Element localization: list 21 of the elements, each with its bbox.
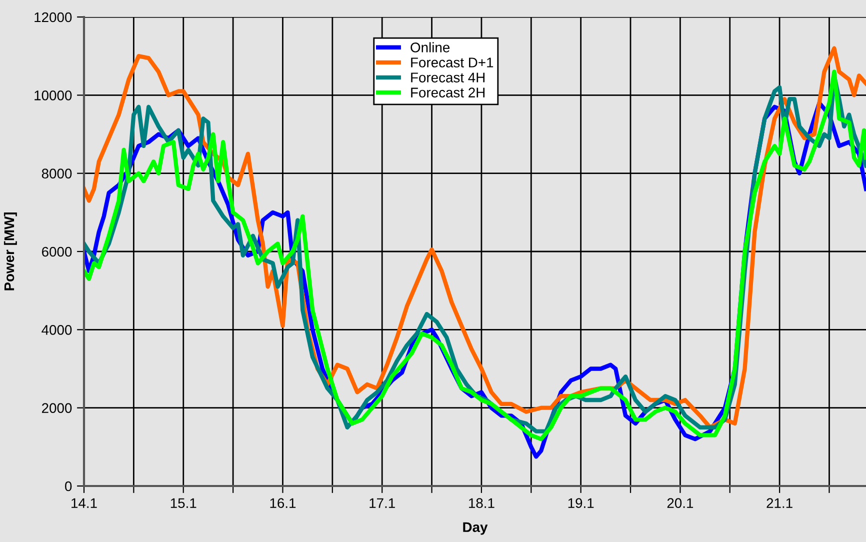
x-axis-title: Day bbox=[463, 522, 488, 535]
x-tick-label: 18.1 bbox=[469, 498, 494, 508]
legend-label: Forecast 2H bbox=[411, 88, 485, 98]
y-axis-title: Power [MW] bbox=[4, 212, 17, 290]
y-tick-label: 12000 bbox=[34, 12, 72, 22]
y-tick-label: 2000 bbox=[42, 403, 72, 414]
x-tick-label: 21.1 bbox=[766, 498, 792, 508]
legend-label: Forecast 4H bbox=[411, 72, 485, 82]
x-tick-label: 20.1 bbox=[667, 498, 694, 508]
x-tick-label: 17.1 bbox=[370, 498, 395, 508]
y-tick-label: 8000 bbox=[42, 168, 72, 179]
legend-label: Online bbox=[410, 42, 450, 52]
x-tick-label: 19.1 bbox=[568, 498, 594, 508]
y-tick-label: 0 bbox=[65, 481, 72, 492]
x-tick-label: 15.1 bbox=[170, 498, 196, 508]
y-tick-label: 10000 bbox=[34, 90, 72, 100]
x-tick-label: 14.1 bbox=[72, 498, 97, 508]
legend-label: Forecast D+1 bbox=[411, 58, 494, 68]
y-tick-label: 6000 bbox=[42, 246, 72, 257]
x-tick-label: 16.1 bbox=[270, 498, 296, 508]
y-tick-label: 4000 bbox=[42, 325, 72, 335]
